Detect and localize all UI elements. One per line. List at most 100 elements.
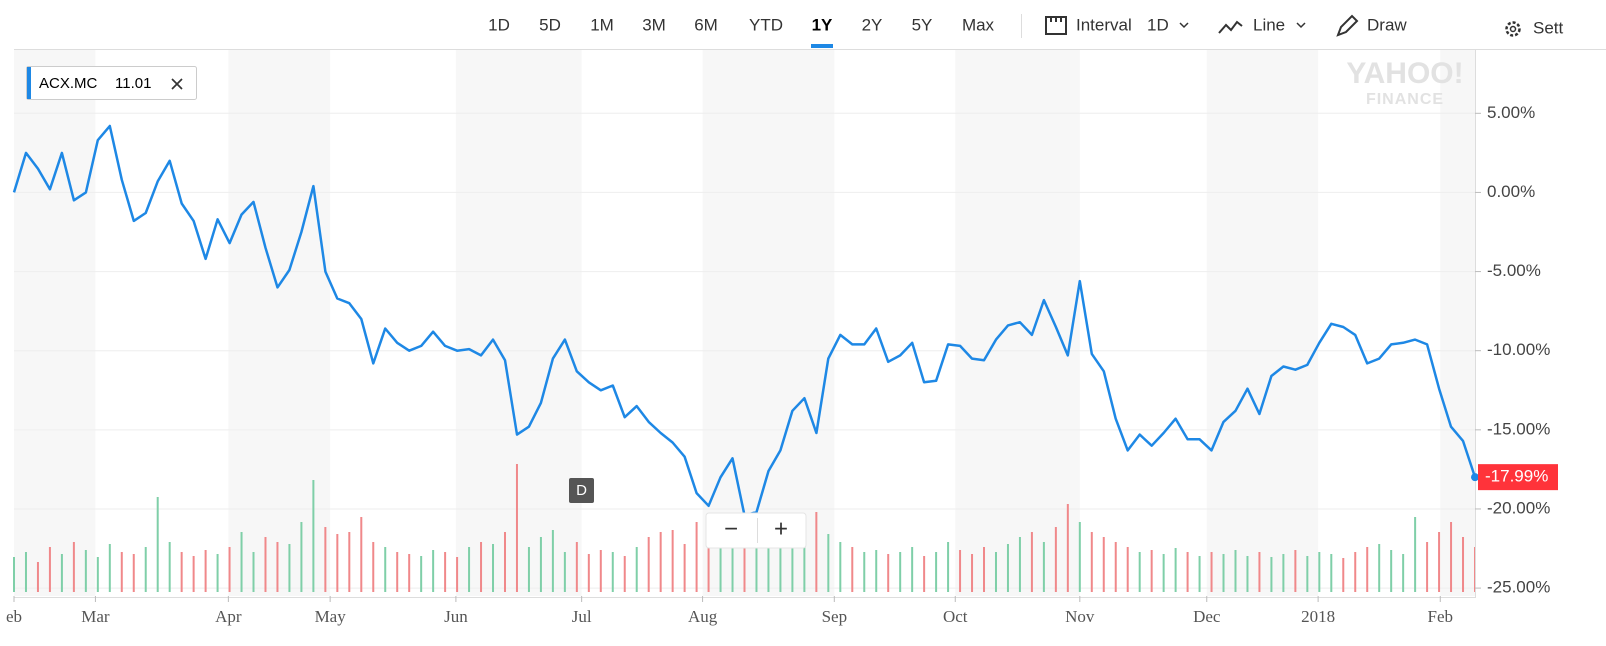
volume-bar [1426, 542, 1429, 592]
volume-bar [1354, 552, 1357, 592]
x-tick-label: Feb [1428, 607, 1454, 626]
volume-bar [647, 537, 650, 592]
x-tick-label: Jul [572, 607, 592, 626]
volume-bar [216, 554, 219, 592]
gear-icon [1505, 21, 1521, 37]
volume-bar [492, 544, 495, 592]
volume-bar [1030, 532, 1033, 592]
range-button[interactable]: 2Y [862, 15, 883, 34]
volume-bar [1018, 537, 1021, 592]
volume-bar [1330, 554, 1333, 592]
volume-bar [791, 517, 794, 592]
range-button[interactable]: 5Y [912, 15, 933, 34]
volume-bar [1186, 552, 1189, 592]
volume-bar [659, 532, 662, 592]
volume-bar [1126, 547, 1129, 592]
volume-bar [731, 537, 734, 592]
month-bands [14, 50, 1475, 596]
volume-bar [312, 480, 315, 592]
volume-bar [1006, 544, 1009, 592]
x-tick-label: Apr [215, 607, 242, 626]
volume-bar [24, 552, 27, 592]
interval-icon [1050, 17, 1062, 22]
range-button[interactable]: Max [962, 15, 995, 34]
legend-name: ACX.MC [39, 75, 98, 92]
range-button[interactable]: 1M [590, 15, 614, 34]
y-tick-label: -25.00% [1487, 578, 1550, 597]
settings-label: Sett [1533, 18, 1564, 37]
y-tick-label: -10.00% [1487, 340, 1550, 359]
volume-bar [1462, 537, 1465, 592]
volume-bar [1102, 537, 1105, 592]
y-axis: 5.00% 0.00% -5.00% -10.00% -15.00% -20.00% -25… [1475, 103, 1550, 597]
volume-bar [1114, 542, 1117, 592]
volume-bar [252, 552, 255, 592]
settings-button[interactable]: Sett [1505, 18, 1564, 37]
volume-bar [1402, 554, 1405, 592]
volume-bar [767, 547, 770, 592]
volume-bar [1342, 558, 1345, 592]
legend-price: 11.01 [115, 75, 151, 92]
zoom-box [705, 512, 807, 549]
legend-close[interactable] [171, 78, 183, 90]
range-button[interactable]: YTD [749, 15, 783, 34]
volume-bar [1390, 550, 1393, 592]
volume-bar [779, 522, 782, 592]
volume-bar [935, 552, 938, 592]
event-marker[interactable] [569, 478, 594, 503]
volume-bar [324, 527, 327, 592]
interval-label: Interval [1076, 15, 1132, 34]
volume-bar [300, 522, 303, 592]
legend: ACX.MC 11.01 [26, 66, 197, 100]
draw-button[interactable]: Draw [1336, 14, 1407, 37]
volume-bar [420, 556, 423, 592]
event-marker-label: D [576, 482, 587, 499]
volume-bar [228, 547, 231, 592]
x-tick-label: 2018 [1301, 607, 1335, 626]
y-tick-label: -15.00% [1487, 419, 1550, 438]
pencil-icon [1336, 14, 1359, 37]
volume-bar [240, 532, 243, 592]
volume-bar [863, 552, 866, 592]
volume-bar [120, 552, 123, 592]
legend-swatch [27, 67, 31, 99]
volume-bar [348, 532, 351, 592]
volume-bar [899, 552, 902, 592]
volume [13, 464, 1476, 592]
range-button[interactable]: 5D [539, 15, 561, 34]
volume-bar [1414, 517, 1417, 592]
month-band [702, 50, 835, 596]
volume-bar [1066, 504, 1069, 592]
watermark: YAHOO! [1346, 57, 1463, 90]
volume-bar [1150, 550, 1153, 592]
range-selector: 1D 5D 1M 3M 6M YTD 1Y 2Y 5Y Max [488, 15, 995, 48]
interval-button[interactable]: Interval 1D [1045, 15, 1189, 35]
range-button[interactable]: 1D [488, 15, 510, 34]
chart-type-button[interactable]: Line [1218, 15, 1306, 34]
chevron [1296, 22, 1306, 29]
volume-bar [1282, 554, 1285, 592]
range-button[interactable]: 3M [642, 15, 666, 34]
zoom-controls: − + [705, 512, 807, 549]
volume-bar [13, 557, 15, 592]
volume-bar [575, 542, 578, 592]
volume-bar [623, 556, 626, 592]
volume-bar [1054, 527, 1057, 592]
chevron [1179, 22, 1189, 29]
range-button[interactable]: 6M [694, 15, 718, 34]
volume-bar [408, 554, 411, 592]
volume-bar [1198, 556, 1201, 592]
volume-bar [468, 547, 471, 592]
zoom-in[interactable]: + [774, 515, 788, 542]
volume-bar [503, 532, 506, 592]
volume-bar [360, 517, 363, 592]
range-button[interactable]: 1Y [812, 15, 833, 34]
volume-bar [1366, 547, 1369, 592]
volume-bar [515, 464, 518, 592]
volume-bar [1246, 556, 1249, 592]
volume-bar [635, 547, 638, 592]
x-tick-label: Aug [688, 607, 718, 626]
zoom-out[interactable]: − [724, 515, 738, 542]
legend-box [26, 66, 197, 100]
